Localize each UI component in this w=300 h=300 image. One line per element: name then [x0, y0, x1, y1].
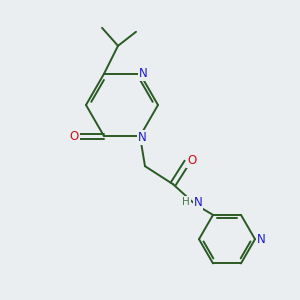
Text: O: O	[69, 130, 79, 143]
Text: N: N	[138, 131, 146, 144]
Text: O: O	[188, 154, 196, 167]
Text: N: N	[256, 233, 266, 246]
Text: H: H	[182, 197, 190, 207]
Text: N: N	[194, 196, 202, 209]
Text: N: N	[139, 67, 147, 80]
